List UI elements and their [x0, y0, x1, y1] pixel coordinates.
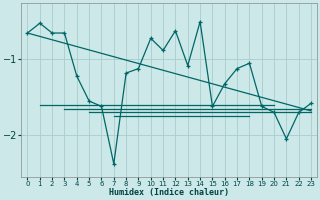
X-axis label: Humidex (Indice chaleur): Humidex (Indice chaleur)	[109, 188, 229, 197]
